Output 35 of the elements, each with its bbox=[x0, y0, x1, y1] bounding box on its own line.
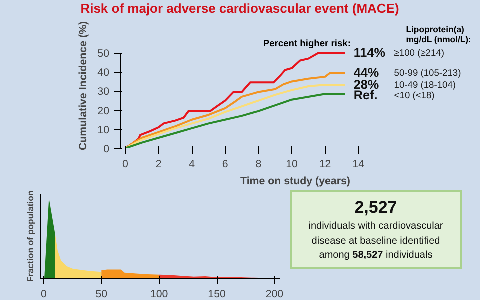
x-tick-label: 14 bbox=[352, 158, 365, 170]
chart-title: Risk of major adverse cardiovascular event (MACE) bbox=[0, 0, 480, 19]
x-tick-label: 6 bbox=[222, 158, 228, 170]
x-tick-label: 150 bbox=[208, 288, 226, 300]
text: 2,527 bbox=[354, 197, 398, 219]
x-tick-label: 0 bbox=[41, 288, 47, 300]
text: 58,527 bbox=[352, 250, 384, 261]
x-tick-label: 8 bbox=[256, 158, 262, 170]
text: 50-99 (105-213) bbox=[394, 68, 462, 78]
y-tick-label: 50 bbox=[98, 48, 110, 60]
x-tick-label: 0 bbox=[122, 158, 129, 170]
series-label: 114% bbox=[354, 46, 386, 60]
x-tick-label: 12 bbox=[319, 158, 332, 170]
y-tick-label: 10 bbox=[98, 124, 110, 136]
text: individuals bbox=[386, 250, 433, 261]
text: ≥100 (≥214) bbox=[394, 48, 444, 58]
y-tick-label: 40 bbox=[98, 67, 110, 80]
x-tick-label: 4 bbox=[189, 158, 196, 170]
x-tick-label: 100 bbox=[150, 288, 168, 300]
y-axis-title: Fraction of population bbox=[26, 190, 36, 282]
y-tick-label: 0 bbox=[104, 144, 110, 156]
x-axis-title: Time on study (years) bbox=[240, 176, 351, 188]
line-series bbox=[124, 72, 346, 148]
text: Lipoprotein(a) mg/dL (nmol/L): bbox=[406, 24, 472, 44]
legend-title: Percent higher risk: bbox=[263, 38, 351, 49]
series-label: Ref. bbox=[354, 88, 378, 102]
x-tick-label: 2 bbox=[156, 158, 162, 170]
text: <10 (<18) bbox=[394, 90, 435, 100]
text: 10-49 (18-104) bbox=[394, 80, 456, 90]
x-tick-label: 200 bbox=[266, 288, 284, 300]
x-tick-label: 10 bbox=[286, 158, 298, 170]
y-tick-label: 30 bbox=[98, 86, 110, 98]
y-tick-label: 20 bbox=[98, 105, 110, 118]
series-label: 44% bbox=[354, 66, 380, 80]
y-axis-title: Cumulative Incidence (%) bbox=[78, 21, 90, 151]
